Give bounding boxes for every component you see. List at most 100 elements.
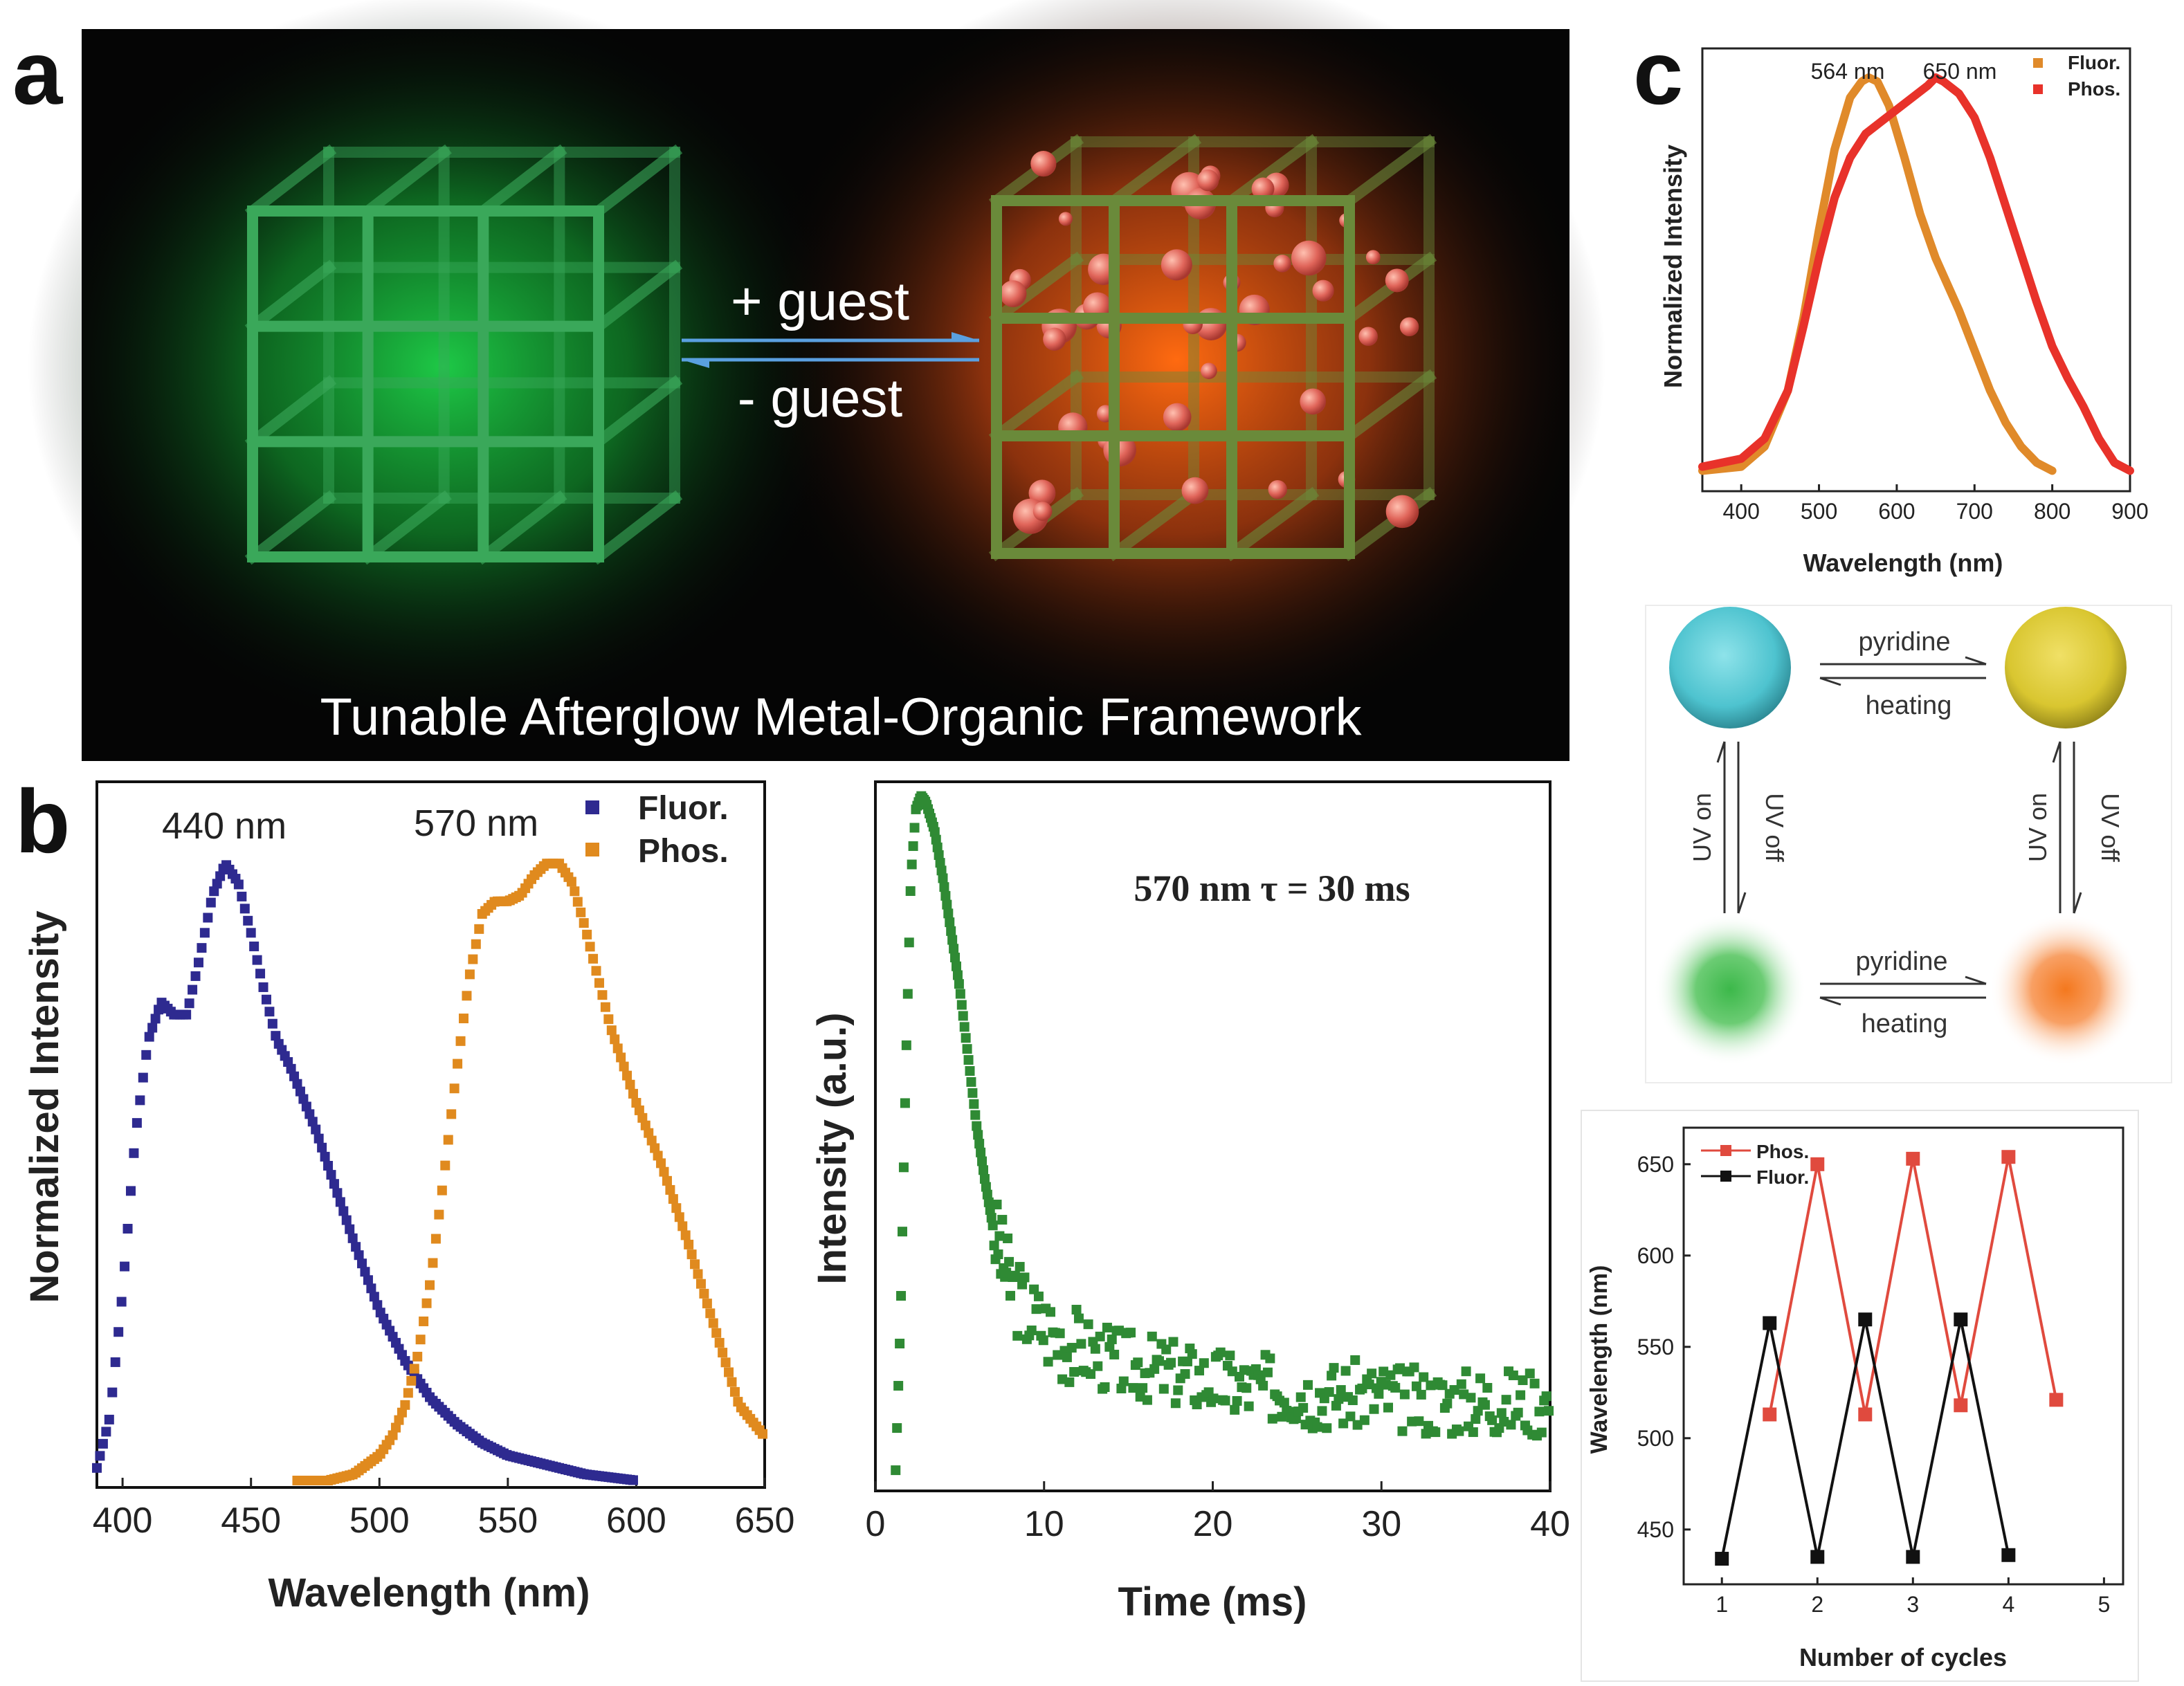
phos-data-point <box>394 1415 404 1425</box>
decay-data-point <box>1241 1383 1252 1393</box>
right-uv-off-label: UV off <box>2096 793 2124 862</box>
decay-data-point <box>1055 1328 1065 1339</box>
decay-data-point <box>992 1200 1002 1210</box>
fluor-data-point <box>335 1197 345 1207</box>
guest-molecule-sphere <box>1358 327 1378 347</box>
state-orange-afterglow <box>1990 913 2142 1065</box>
phos-cycle-point <box>1906 1151 1920 1166</box>
right-down-head <box>2073 892 2082 914</box>
decay-data-point <box>1031 1304 1041 1314</box>
phos-data-point <box>708 1318 718 1328</box>
decay-data-point <box>901 1040 911 1050</box>
phos-data-point <box>631 1098 641 1108</box>
decay-data-point <box>936 865 947 876</box>
x-tick-label: 400 <box>1722 499 1759 524</box>
decay-data-point <box>1043 1357 1053 1367</box>
decay-data-point <box>946 926 956 936</box>
guest-loaded-mof-cube <box>988 134 1437 562</box>
phos-data-point <box>686 1249 697 1260</box>
fluor-data-point <box>203 913 213 923</box>
fluor-data-point <box>323 1161 334 1171</box>
decay-data-point <box>1419 1372 1429 1382</box>
fluor-data-point <box>197 943 207 953</box>
decay-data-point <box>961 1033 971 1043</box>
phos-data-point <box>437 1185 447 1195</box>
phos-data-point <box>443 1135 453 1145</box>
decay-data-point <box>1430 1427 1441 1438</box>
decay-data-point <box>1411 1381 1421 1391</box>
fluor-data-point <box>363 1275 373 1285</box>
decay-data-point <box>1442 1398 1453 1409</box>
fluor-data-point <box>199 928 210 938</box>
b-spectra-annotation-570: 570 nm <box>414 803 538 844</box>
decay-data-point <box>1466 1393 1476 1403</box>
decay-data-point <box>988 1220 998 1231</box>
decay-data-point <box>1199 1358 1209 1368</box>
fluor-data-point <box>366 1283 376 1294</box>
decay-data-point <box>1180 1368 1190 1379</box>
b-spectra-x-ticks: 400 450 500 550 600 650 <box>93 1478 794 1541</box>
decay-data-point <box>1192 1400 1202 1410</box>
fluor-data-point <box>101 1427 111 1437</box>
phos-data-point <box>464 969 475 980</box>
fluor-data-point <box>345 1224 355 1234</box>
decay-data-point <box>1409 1362 1419 1373</box>
decay-data-point <box>1298 1403 1309 1413</box>
decay-data-point <box>994 1231 1005 1241</box>
phos-data-point <box>622 1070 633 1081</box>
fluor-cycle-point <box>1954 1312 1968 1327</box>
cube-bar <box>590 259 683 334</box>
phos-data-point <box>677 1221 688 1231</box>
x-tick-label: 5 <box>2097 1592 2110 1617</box>
decay-data-point <box>893 1381 904 1391</box>
phos-data-point <box>440 1160 451 1171</box>
fluor-data-point <box>188 984 198 995</box>
guest-molecule-sphere <box>1365 250 1381 265</box>
phos-data-point <box>718 1348 728 1358</box>
phos-data-point <box>693 1269 703 1279</box>
decay-data-point <box>947 935 958 945</box>
decay-data-point <box>1149 1364 1160 1374</box>
fluor-data-point <box>193 957 203 968</box>
fluor-data-point <box>110 1357 120 1367</box>
bottom-pyridine-label: pyridine <box>1855 947 1947 976</box>
decay-data-point <box>1004 1256 1014 1267</box>
b-spectra-xlabel: Wavelength (nm) <box>268 1570 590 1615</box>
phos-data-point <box>640 1120 650 1130</box>
decay-data-point <box>898 1227 907 1237</box>
fluor-data-point <box>317 1142 327 1153</box>
decay-data-point <box>1461 1366 1471 1377</box>
cube-bar <box>590 375 683 450</box>
fluor-data-point <box>190 971 201 981</box>
fluor-data-point <box>239 904 250 914</box>
decay-data-point <box>1166 1357 1176 1368</box>
phos-data-point <box>653 1151 663 1161</box>
x-tick-label: 500 <box>349 1501 410 1541</box>
guest-molecule-sphere <box>1163 403 1192 432</box>
decay-data-point <box>977 1156 988 1166</box>
c-cycles-frame <box>1682 1126 2124 1586</box>
decay-data-point <box>931 834 941 845</box>
decay-data-point <box>950 953 961 963</box>
fluor-data-point <box>289 1071 300 1081</box>
guest-molecule-sphere <box>1312 280 1334 302</box>
green-glow <box>28 0 858 740</box>
panel-letter-a: a <box>12 22 64 123</box>
switching-scheme: pyridine heating pyridine heating UV on … <box>1645 605 2172 1083</box>
decay-data-point <box>1071 1305 1082 1315</box>
phos-data-point <box>616 1052 626 1063</box>
decay-data-point <box>1471 1414 1481 1424</box>
phos-data-point <box>409 1364 419 1374</box>
decay-data-point <box>1334 1394 1344 1404</box>
decay-data-point <box>966 1076 976 1087</box>
phos-data-point <box>415 1335 426 1345</box>
fluor-data-point <box>267 1018 277 1029</box>
fluor-data-point <box>372 1300 383 1310</box>
decay-data-point <box>1109 1349 1120 1359</box>
x-tick-label: 40 <box>1530 1504 1570 1544</box>
decay-data-point <box>1508 1370 1518 1380</box>
decay-data-point <box>1215 1347 1226 1357</box>
phos-data-point <box>680 1230 691 1240</box>
fluor-data-point <box>212 879 222 889</box>
